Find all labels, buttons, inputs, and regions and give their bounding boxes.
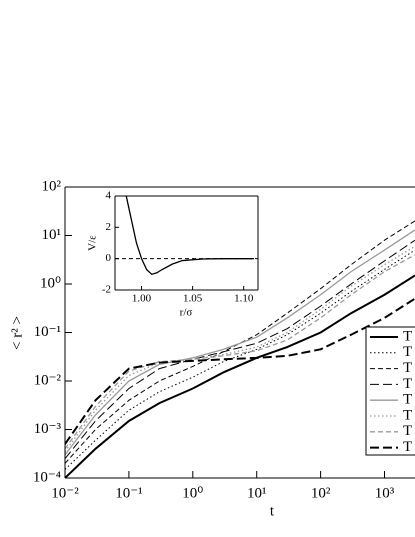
data-line — [65, 297, 415, 445]
y-tick-label: 10⁻² — [34, 372, 62, 388]
x-tick-label: 10¹ — [247, 485, 267, 501]
y-tick-label: -2 — [102, 284, 111, 296]
y-tick-label: 0 — [106, 252, 112, 264]
x-tick-label: 1.05 — [183, 293, 203, 305]
data-line — [65, 229, 415, 456]
x-tick-label: 1.10 — [234, 293, 254, 305]
legend-label: T — [403, 439, 412, 455]
legend-box — [365, 326, 415, 456]
data-line — [125, 196, 254, 276]
data-line — [65, 274, 415, 478]
series-group — [65, 220, 415, 478]
legend-label: T — [403, 344, 412, 360]
x-tick-label: 10⁰ — [182, 485, 203, 501]
x-tick-label: 1.00 — [132, 293, 152, 305]
y-tick-label: 4 — [106, 190, 112, 202]
plot-area — [115, 196, 258, 290]
y-tick-label: 10² — [42, 178, 62, 194]
x-tick-label: 10³ — [375, 485, 395, 501]
y-axis-label: < r² > — [9, 316, 25, 350]
data-line — [65, 220, 415, 464]
y-tick-label: 10⁰ — [40, 275, 61, 291]
x-tick-label: 10⁻¹ — [115, 485, 142, 501]
x-tick-label: 10² — [311, 485, 331, 501]
legend-label: T — [403, 423, 412, 439]
data-line — [65, 254, 415, 450]
inset-y-label: V/ε — [87, 235, 99, 251]
legend-label: T — [403, 392, 412, 408]
inset-x-label: r/σ — [180, 307, 193, 319]
y-tick-label: 2 — [106, 221, 112, 233]
legend-label: T — [403, 376, 412, 392]
y-tick-label: 10⁻¹ — [34, 324, 61, 340]
legend-label: T — [403, 328, 412, 344]
y-tick-label: 10⁻³ — [34, 421, 62, 437]
legend-label: T — [403, 407, 412, 423]
y-tick-label: 10¹ — [42, 227, 62, 243]
x-axis-label: t — [270, 503, 275, 519]
legend-label: T — [403, 360, 412, 376]
x-tick-label: 10⁻² — [51, 485, 79, 501]
data-line — [65, 239, 415, 460]
series-group — [125, 196, 254, 276]
y-tick-label: 10⁻⁴ — [33, 469, 61, 485]
